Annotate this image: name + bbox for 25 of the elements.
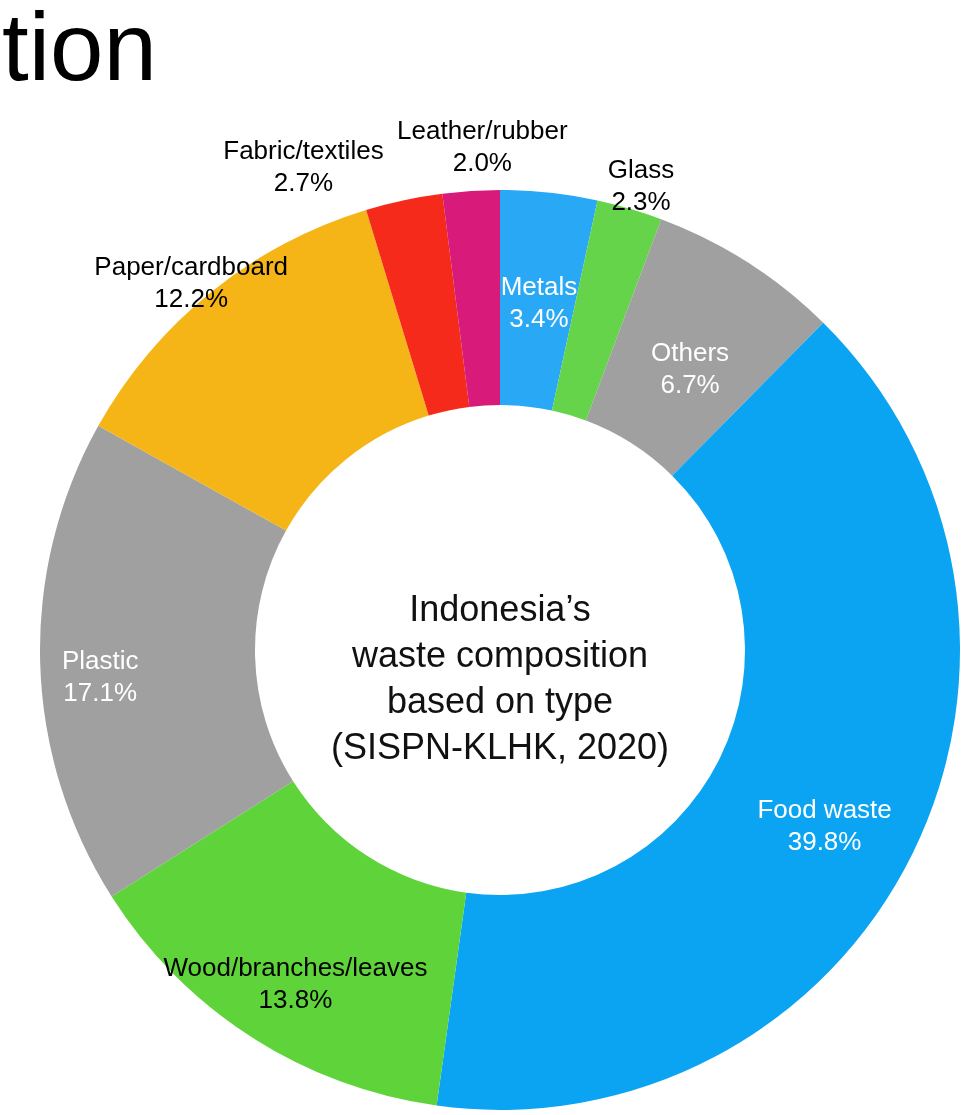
donut-slice [500, 190, 598, 411]
data-label: 3.4% [509, 303, 569, 334]
data-label: 13.8% [258, 983, 333, 1014]
donut-slice [366, 193, 470, 416]
slice-label: Others [651, 336, 730, 367]
donut-slice [442, 190, 500, 407]
donut-slice [585, 219, 824, 476]
donut-slice [111, 781, 467, 1106]
data-label: 6.7% [660, 368, 720, 399]
slice-label: Glass [607, 154, 675, 185]
slice-label: Metals [500, 271, 578, 302]
slice-label: Wood/branches/leaves [163, 951, 428, 982]
slice-label: Plastic [61, 645, 139, 676]
data-label: 17.1% [63, 677, 138, 708]
text: Indonesia’s waste composition based on type (SISPN-KLHK, 2020) [330, 588, 670, 767]
data-label: 2.7% [273, 167, 334, 198]
data-label: 2.3% [611, 186, 671, 217]
donut-slice [40, 425, 294, 897]
slice-label: Leather/rubber [397, 115, 568, 146]
donut-slice [98, 209, 429, 531]
data-label: 39.8% [787, 826, 862, 857]
slice-label: Fabric/textiles [223, 135, 384, 166]
slice-label: Food waste [757, 794, 892, 825]
chart-title: tion [2, 0, 157, 100]
data-label: 2.0% [452, 147, 512, 178]
